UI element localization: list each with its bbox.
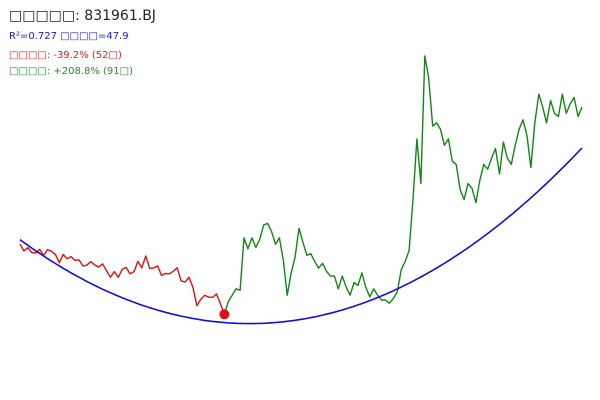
- chart-title: □□□□□: 831961.BJ: [9, 8, 156, 24]
- decline-series-line: [19, 243, 226, 315]
- fit-value-label: □□□□=47.9: [60, 31, 129, 42]
- decline-stats-label: □□□□: -39.2% (52□): [9, 50, 122, 61]
- fit-stats: R²=0.727 □□□□=47.9: [9, 31, 129, 42]
- r-squared-label: R²=0.727: [9, 31, 57, 42]
- rise-stats-label: □□□□: +208.8% (91□): [9, 66, 134, 77]
- series-layer: [19, 55, 583, 325]
- trough-marker: [219, 309, 230, 320]
- rise-series-line: [223, 55, 583, 315]
- fit-series-line: [19, 147, 583, 325]
